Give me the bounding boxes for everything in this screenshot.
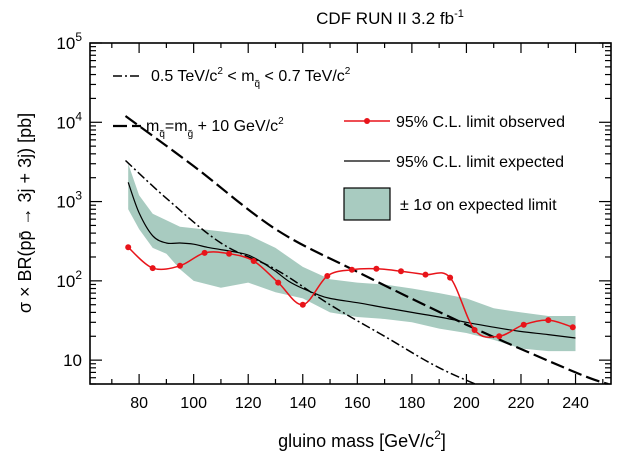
observed-point-14 [471,327,478,333]
x-tick-label: 80 [130,395,148,412]
y-tick-label: 104 [56,109,82,132]
legend-label-dashed: mq̃=mg̃ + 10 GeV/c2 [146,116,284,140]
y-tick-label: 103 [56,189,82,212]
x-tick-label: 160 [344,395,371,412]
observed-point-5 [250,258,257,264]
chart-title-superscript: -1 [454,8,464,20]
x-axis-label: gluino mass [GeV/c2] [278,428,446,451]
chart-title: CDF RUN II 3.2 fb-1 [316,8,464,28]
x-axis-label-superscript: 2 [434,428,441,442]
observed-point-1 [149,265,156,272]
y-axis-label: σ × BR(pp̄ → 3j + 3j) [pb] [15,113,35,313]
series-line-expected [127,182,576,339]
observed-point-2 [177,262,183,269]
x-tick-label: 100 [180,395,207,412]
y-tick-label: 102 [56,268,82,291]
series-line-dashed [124,115,609,384]
legend-label-expected: 95% C.L. limit expected [396,154,564,171]
series-line-dashdot [124,159,478,384]
x-tick-label: 140 [289,395,316,412]
observed-point-9 [348,266,355,273]
x-tick-label: 200 [453,395,480,412]
x-axis-label-close: ] [441,431,446,451]
observed-point-11 [398,268,404,275]
observed-point-17 [545,317,552,324]
x-tick-label: 120 [235,395,262,412]
x-tick-label: 180 [399,395,426,412]
legend-label-observed: 95% C.L. limit observed [396,114,565,131]
legend-label-dashdot: 0.5 TeV/c2 < mq̃ < 0.7 TeV/c2 [151,66,351,90]
legend-label-band: ± 1σ on expected limit [400,197,557,214]
legend: 0.5 TeV/c2 < mq̃ < 0.7 TeV/c2 mq̃=mg̃ + … [113,66,565,221]
observed-point-10 [373,265,380,272]
observed-point-15 [496,333,503,340]
legend-swatch-observed-marker [364,118,370,124]
legend-swatch-band [343,187,391,221]
y-tick-label: 105 [56,30,82,53]
observed-point-13 [447,274,454,281]
observed-point-7 [299,301,306,308]
x-axis-label-main: gluino mass [GeV/c [278,431,434,451]
observed-point-16 [520,321,527,328]
observed-point-18 [569,324,576,331]
observed-point-3 [201,249,208,256]
x-tick-label: 220 [508,395,535,412]
observed-point-12 [422,271,429,278]
observed-point-0 [125,244,132,251]
observed-point-4 [226,250,233,257]
x-tick-label: 240 [562,395,589,412]
observed-point-8 [324,273,331,279]
chart-title-main: CDF RUN II 3.2 fb [316,9,454,28]
band-1sigma [128,163,576,352]
y-tick-label: 10 [63,351,82,370]
observed-point-6 [275,279,282,286]
